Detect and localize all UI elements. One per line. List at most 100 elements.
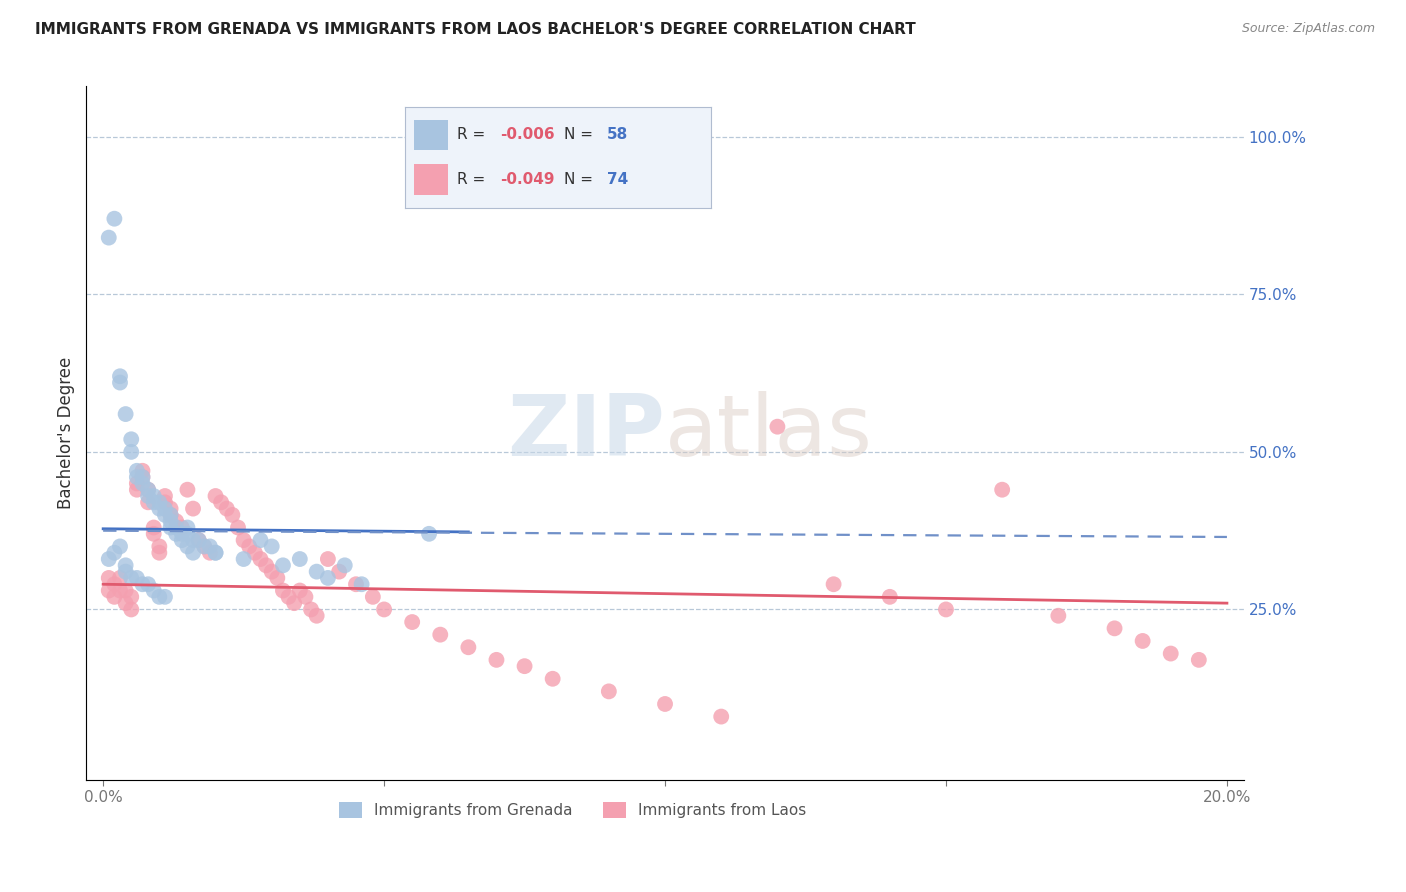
Point (541, 672, 564, 686)
Point (136, 483, 159, 497)
Point (108, 540, 131, 554)
Point (142, 526, 165, 541)
Text: IMMIGRANTS FROM GRENADA VS IMMIGRANTS FROM LAOS BACHELOR'S DEGREE CORRELATION CH: IMMIGRANTS FROM GRENADA VS IMMIGRANTS FR… (35, 22, 915, 37)
Point (823, 577, 845, 591)
Point (142, 495, 165, 509)
Point (159, 508, 181, 522)
Legend: Immigrants from Grenada, Immigrants from Laos: Immigrants from Grenada, Immigrants from… (333, 796, 813, 824)
Point (142, 583, 165, 598)
Point (879, 590, 901, 604)
Point (1047, 608, 1070, 623)
Point (204, 489, 226, 503)
Point (131, 577, 153, 591)
Point (97, 552, 120, 566)
Point (148, 546, 170, 560)
Point (153, 508, 176, 522)
Point (260, 540, 283, 554)
Point (176, 520, 198, 534)
Point (153, 489, 176, 503)
Point (238, 540, 260, 554)
Point (131, 464, 153, 478)
Point (991, 483, 1014, 497)
Point (226, 520, 249, 534)
Point (249, 533, 271, 548)
Point (254, 558, 277, 573)
Point (114, 596, 136, 610)
Point (136, 483, 159, 497)
Point (418, 526, 440, 541)
Point (120, 432, 142, 446)
Point (457, 640, 479, 655)
Point (120, 571, 142, 585)
Point (266, 571, 288, 585)
Point (131, 470, 153, 484)
Point (401, 615, 423, 629)
Point (176, 483, 198, 497)
Point (142, 520, 165, 534)
Point (181, 533, 204, 548)
Point (97, 583, 120, 598)
Point (136, 489, 159, 503)
Point (333, 558, 356, 573)
Point (344, 577, 367, 591)
Point (187, 533, 209, 548)
Point (136, 577, 159, 591)
Point (103, 546, 125, 560)
Point (97, 571, 120, 585)
Point (176, 540, 198, 554)
Point (153, 495, 176, 509)
Point (305, 608, 328, 623)
Point (209, 495, 232, 509)
Point (153, 501, 176, 516)
Point (429, 627, 451, 641)
Point (485, 653, 508, 667)
Point (120, 602, 142, 616)
Point (108, 571, 131, 585)
Point (159, 508, 181, 522)
Point (125, 464, 148, 478)
Point (170, 533, 193, 548)
Point (108, 583, 131, 598)
Point (766, 419, 789, 434)
Point (103, 590, 125, 604)
Point (316, 552, 339, 566)
Point (294, 590, 316, 604)
Point (165, 520, 187, 534)
Point (328, 565, 350, 579)
Point (181, 546, 204, 560)
Point (204, 546, 226, 560)
Point (120, 445, 142, 459)
Point (1132, 634, 1154, 648)
Point (198, 540, 221, 554)
Point (170, 526, 193, 541)
Point (1188, 653, 1211, 667)
Point (103, 211, 125, 226)
Point (232, 533, 254, 548)
Point (260, 565, 283, 579)
Point (221, 508, 243, 522)
Y-axis label: Bachelor's Degree: Bachelor's Degree (58, 357, 75, 509)
Point (170, 520, 193, 534)
Point (1104, 621, 1126, 635)
Point (159, 501, 181, 516)
Point (125, 483, 148, 497)
Point (232, 552, 254, 566)
Point (935, 602, 957, 616)
Point (136, 495, 159, 509)
Point (288, 583, 311, 598)
Point (108, 376, 131, 390)
Point (114, 407, 136, 421)
Point (125, 476, 148, 491)
Point (215, 501, 238, 516)
Text: ZIP: ZIP (508, 392, 665, 475)
Point (198, 546, 221, 560)
Point (114, 558, 136, 573)
Point (97, 230, 120, 244)
Point (114, 565, 136, 579)
Point (361, 590, 384, 604)
Point (271, 583, 294, 598)
Point (299, 602, 322, 616)
Point (277, 590, 299, 604)
Point (187, 533, 209, 548)
Point (350, 577, 373, 591)
